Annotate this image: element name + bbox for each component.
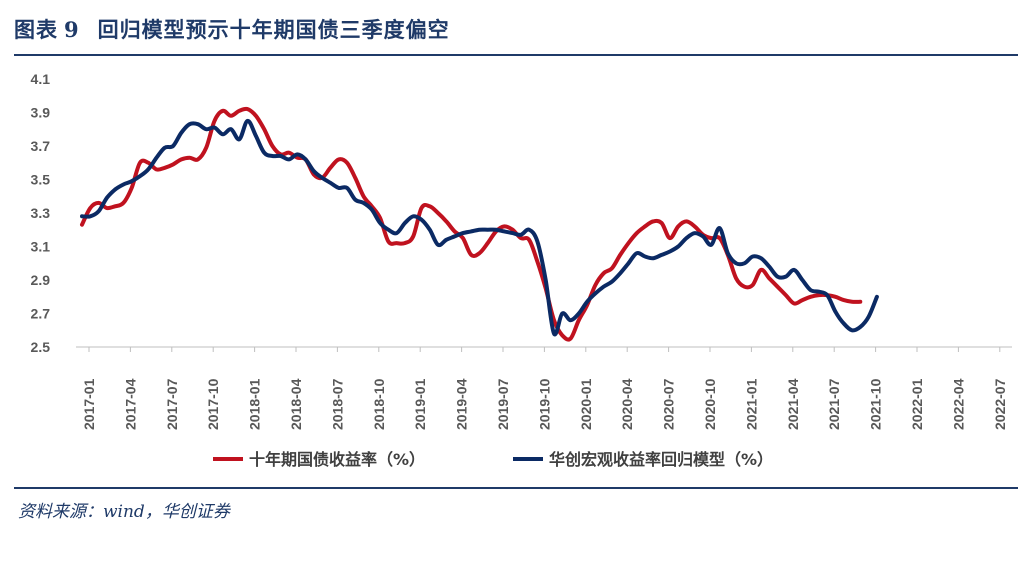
x-tick-label: 2022-01 xyxy=(909,378,925,430)
x-tick-label: 2017-01 xyxy=(81,378,97,430)
x-tick-label: 2020-01 xyxy=(578,378,594,430)
figure-title: 图表 9 回归模型预示十年期国债三季度偏空 xyxy=(14,14,450,44)
x-tick-label: 2022-04 xyxy=(950,378,966,430)
title-divider xyxy=(14,54,1018,56)
x-tick-label: 2021-01 xyxy=(743,378,759,430)
x-tick-label: 2021-07 xyxy=(826,378,842,430)
x-tick-label: 2022-07 xyxy=(992,378,1008,430)
x-tick-label: 2017-04 xyxy=(122,378,138,430)
y-tick-label: 4.1 xyxy=(31,71,51,87)
y-tick-label: 2.9 xyxy=(31,272,51,288)
x-tick-label: 2018-07 xyxy=(329,378,345,430)
series-line-regression-model xyxy=(80,118,879,337)
figure-label: 图表 xyxy=(14,17,58,42)
x-tick-label: 2020-04 xyxy=(619,378,635,430)
x-tick-label: 2018-01 xyxy=(247,378,263,430)
y-tick-label: 2.5 xyxy=(31,339,51,355)
line-chart: 2.5 2.7 2.9 3.1 3.3 3.5 3.7 3.9 4.1 2017-01 2017-0… xyxy=(31,71,1012,469)
legend-label: 十年期国债收益率（%） xyxy=(249,450,425,469)
x-tick-label: 2017-07 xyxy=(164,378,180,430)
source-divider xyxy=(14,487,1018,489)
x-tick-label: 2019-04 xyxy=(454,378,470,430)
x-tick-label: 2019-01 xyxy=(412,378,428,430)
y-tick-label: 2.7 xyxy=(31,306,51,322)
x-tick-label: 2021-04 xyxy=(785,378,801,430)
x-tick-label: 2021-10 xyxy=(868,378,884,430)
x-tick-label: 2019-07 xyxy=(495,378,511,430)
x-tick-label: 2018-10 xyxy=(371,378,387,430)
y-tick-label: 3.1 xyxy=(31,239,51,255)
x-tick-label: 2018-04 xyxy=(288,378,304,430)
x-tick-label: 2020-07 xyxy=(661,378,677,430)
x-tick-label: 2020-10 xyxy=(702,378,718,430)
series-line-ten-year-yield xyxy=(80,106,863,342)
figure-title-text: 回归模型预示十年期国债三季度偏空 xyxy=(97,17,450,42)
y-tick-label: 3.7 xyxy=(31,138,51,154)
source-note: 资料来源：wind，华创证券 xyxy=(18,502,230,522)
x-tick-label: 2017-10 xyxy=(205,378,221,430)
y-tick-label: 3.3 xyxy=(31,205,51,221)
y-tick-label: 3.5 xyxy=(31,172,51,188)
legend-label: 华创宏观收益率回归模型（%） xyxy=(549,450,773,469)
y-tick-label: 3.9 xyxy=(31,105,51,121)
figure-number: 9 xyxy=(64,17,80,42)
x-tick-label: 2019-10 xyxy=(536,378,552,430)
